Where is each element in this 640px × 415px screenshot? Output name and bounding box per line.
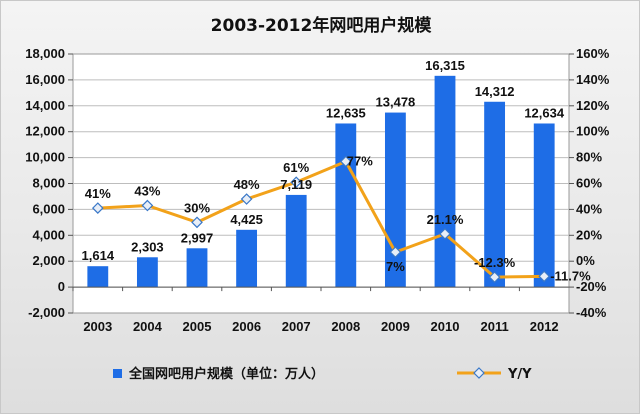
bar: [136, 257, 158, 288]
y-tick-label: -2,000: [28, 305, 65, 320]
line-marker: [488, 271, 501, 283]
bar: [285, 194, 307, 288]
y-tick-label: 2,000: [32, 253, 65, 268]
bar: [335, 123, 357, 288]
y-tick-label: 10,000: [25, 150, 65, 165]
line-value-label: 43%: [134, 184, 160, 199]
y-tick-label: 16,000: [25, 72, 65, 87]
x-tick-label: 2004: [133, 319, 163, 334]
line-value-label: 77%: [347, 153, 373, 168]
line-marker: [538, 270, 551, 283]
bar: [87, 266, 109, 288]
x-tick-label: 2007: [282, 319, 311, 334]
bar-value-label: 2,303: [131, 239, 164, 254]
line-value-label: -11.7%: [550, 268, 591, 283]
bar-value-label: 4,425: [230, 212, 263, 227]
y-tick-label: 0: [58, 279, 65, 294]
line-marker: [339, 155, 352, 168]
line-value-label: 48%: [234, 177, 260, 192]
y2-tick-label: 120%: [576, 98, 610, 113]
chart-title: 2003-2012年网吧用户规模: [211, 15, 433, 36]
line-value-label: 41%: [85, 186, 111, 201]
line-marker: [141, 199, 154, 212]
bar: [434, 75, 456, 288]
yoy-line: [97, 159, 545, 279]
legend-line-marker: [473, 367, 485, 379]
y-tick-label: 8,000: [32, 176, 65, 191]
x-tick-label: 2010: [431, 319, 460, 334]
y2-tick-label: 80%: [576, 150, 602, 165]
bar-value-label: 7,119: [280, 177, 312, 192]
x-tick-label: 2008: [331, 319, 360, 334]
axes: -2,000 0 2,000 4,000 6,000 8,000 10,000 12,000 1…: [25, 46, 609, 334]
legend-line-label: Y/Y: [507, 367, 532, 382]
line-value-label: 21.1%: [427, 212, 464, 227]
y2-tick-label: 20%: [576, 227, 602, 242]
line-value-label: 61%: [283, 160, 309, 175]
y2-tick-label: -40%: [576, 305, 607, 320]
y2-tick-label: 60%: [576, 176, 602, 191]
line-marker: [439, 228, 451, 240]
bar-value-label: 14,312: [475, 84, 515, 99]
bar: [186, 248, 208, 288]
bar-value-label: 2,997: [181, 230, 214, 245]
line-series: [91, 155, 551, 283]
line-value-label: 7%: [386, 259, 405, 274]
line-marker: [91, 202, 104, 214]
bar-value-label: 13,478: [376, 95, 416, 110]
legend-bar-label: 全国网吧用户规模（单位：万人）: [128, 366, 324, 382]
y2-tick-label: -20%: [576, 279, 607, 294]
x-tick-label: 2012: [530, 319, 559, 334]
y-tick-label: 4,000: [32, 227, 65, 242]
y2-tick-label: 0%: [576, 253, 595, 268]
y2-tick-label: 140%: [576, 72, 610, 87]
y-tick-label: 12,000: [25, 124, 65, 139]
bar-value-label: 16,315: [425, 58, 465, 73]
line-value-label: 30%: [184, 200, 210, 215]
x-tick-label: 2009: [381, 319, 410, 334]
y2-tick-label: 100%: [576, 124, 610, 139]
y-tick-label: 6,000: [32, 201, 65, 216]
y-tick-label: 14,000: [25, 98, 65, 113]
bar-value-label: 12,634: [524, 105, 565, 120]
data-labels: 1,614 2,303 2,997 4,425 7,119 12,635 13,478 16,…: [82, 58, 592, 284]
legend-bar-swatch: [113, 369, 122, 378]
bar: [484, 101, 506, 288]
legend: 全国网吧用户规模（单位：万人） Y/Y: [113, 366, 532, 382]
bar-value-label: 12,635: [326, 105, 366, 120]
y2-tick-label: 40%: [576, 201, 602, 216]
x-tick-label: 2003: [83, 319, 112, 334]
bar: [533, 123, 555, 288]
line-marker: [290, 176, 303, 189]
line-marker: [389, 246, 402, 258]
x-tick-label: 2011: [480, 319, 508, 334]
x-tick-label: 2005: [183, 319, 212, 334]
y-tick-label: 18,000: [25, 46, 65, 61]
y2-tick-label: 160%: [576, 46, 610, 61]
line-value-label: -12.3%: [474, 255, 516, 270]
bar-value-label: 1,614: [82, 248, 115, 263]
x-tick-label: 2006: [232, 319, 261, 334]
line-marker: [240, 193, 253, 205]
bar: [236, 229, 258, 288]
line-marker: [191, 216, 203, 229]
